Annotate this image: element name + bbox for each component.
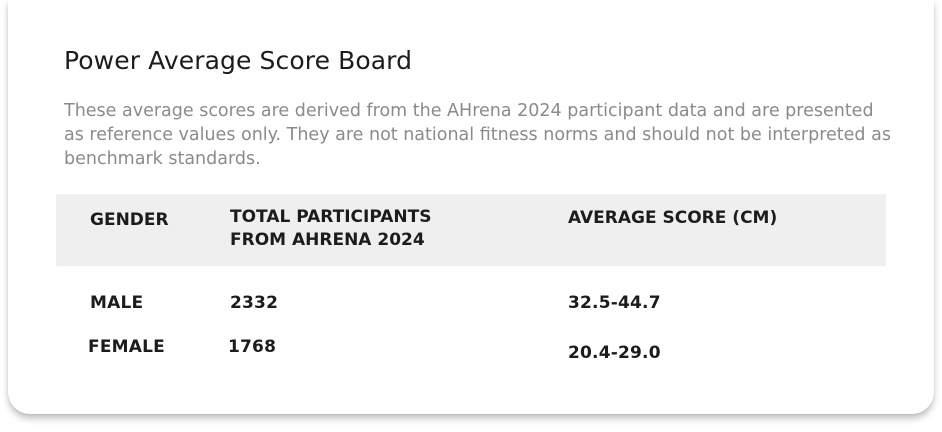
table-header (56, 194, 886, 266)
column-header-participants: TOTAL PARTICIPANTS FROM AHRENA 2024 (230, 206, 431, 252)
column-header-participants-line2: FROM AHRENA 2024 (230, 230, 425, 250)
row-male-gender: MALE (90, 293, 144, 313)
description-text: These average scores are derived from th… (64, 101, 891, 169)
row-male-participants: 2332 (230, 293, 279, 313)
row-female-participants: 1768 (228, 337, 277, 357)
column-header-gender: GENDER (90, 210, 169, 230)
column-header-participants-line1: TOTAL PARTICIPANTS (230, 207, 432, 227)
row-male-average: 32.5-44.7 (568, 293, 661, 313)
row-female-average: 20.4-29.0 (568, 343, 661, 363)
page-title: Power Average Score Board (64, 46, 413, 75)
row-female-gender: FEMALE (88, 337, 165, 357)
column-header-average: AVERAGE SCORE (CM) (568, 208, 778, 228)
